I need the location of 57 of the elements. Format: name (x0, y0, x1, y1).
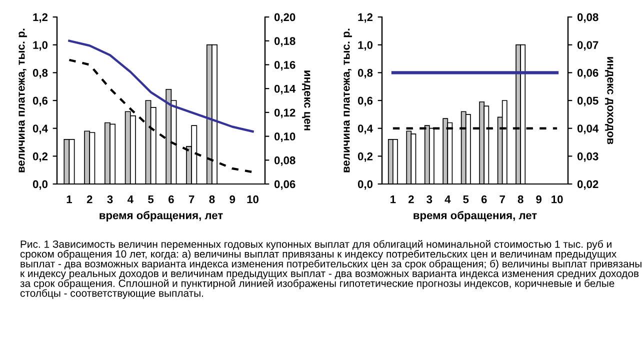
y2-tick-label: 0,08 (577, 13, 598, 23)
y2-tick-label: 0,03 (577, 152, 598, 162)
y2-axis-title: индекс доходов (605, 57, 614, 144)
y2-axis-title: индекс цен (302, 70, 310, 130)
y-tick-label: 1,0 (358, 41, 373, 51)
y-tick-label: 0,2 (358, 152, 373, 162)
x-tick-label: 10 (247, 195, 258, 204)
y2-tick-label: 0,02 (577, 180, 598, 190)
x-tick-label: 10 (552, 195, 563, 204)
y2-tick-label: 0,08 (274, 156, 296, 166)
y2-tick-label: 0,06 (274, 180, 296, 190)
x-tick-label: 9 (230, 195, 236, 204)
x-tick-label: 8 (209, 195, 215, 204)
x-axis-title: время обращения, лет (100, 211, 223, 222)
y-axis-title: величина платежа, тыс. р. (344, 28, 352, 172)
x-tick-label: 7 (188, 196, 194, 204)
y-tick-label: 0,8 (358, 68, 373, 78)
y-tick-label: 0,0 (32, 180, 48, 190)
x-tick-label: 2 (408, 195, 414, 204)
y-tick-label: 0,6 (358, 96, 373, 106)
y-tick-label: 0,4 (32, 124, 48, 134)
text: Рис. 1 Зависимость величин переменных годовых купонных выплат для облигаций номинальной стоимостью 1 тыс. руб и сроком обращения 10 лет, когда: а) величины выплат привязаны к индексу потребительских цен и величинам предыдущих выплат - два возможных варианта индекса изменения потребительских цен за срок обращения; б) величины выплат привязаны к индексу реальных доходов и величинам предыдущих выплат - два возможных варианта индекса изменения средних доходов за срок обращения. Сплошной и пунктирной линией изображены гипотетические прогнозы индексов, коричневые и белые столбцы - соответствующие выплаты. (20, 240, 642, 299)
y2-tick-label: 0,20 (274, 13, 296, 23)
x-tick-label: 3 (426, 195, 432, 204)
y2-tick-label: 0,07 (577, 41, 598, 51)
y2-tick-label: 0,18 (274, 37, 296, 47)
y-tick-label: 0,4 (358, 124, 373, 134)
y-tick-label: 0,2 (32, 152, 48, 162)
x-tick-label: 3 (107, 195, 113, 204)
x-tick-label: 1 (390, 196, 396, 204)
y-axis-title: величина платежа, тыс. р. (18, 28, 27, 172)
y2-tick-label: 0,12 (274, 108, 296, 118)
y-tick-label: 0,0 (358, 180, 373, 190)
x-tick-label: 9 (536, 195, 542, 204)
y-tick-label: 1,2 (358, 13, 373, 23)
x-tick-label: 2 (86, 195, 92, 204)
y-tick-label: 1,0 (33, 41, 48, 51)
x-tick-label: 4 (127, 196, 134, 204)
y2-tick-label: 0,14 (274, 84, 296, 94)
y2-tick-label: 0,06 (577, 68, 598, 78)
x-tick-label: 6 (481, 195, 487, 204)
x-tick-label: 7 (500, 196, 505, 204)
x-tick-label: 8 (518, 195, 524, 204)
y2-tick-label: 0,16 (274, 60, 296, 70)
line-series (68, 40, 254, 133)
x-tick-label: 5 (463, 196, 469, 204)
y-tick-label: 1,2 (33, 13, 48, 23)
x-tick-label: 5 (148, 196, 154, 204)
x-tick-label: 1 (66, 196, 72, 204)
x-tick-label: 6 (168, 195, 174, 204)
y-tick-label: 0,6 (32, 96, 48, 106)
x-axis-title: время обращения, лет (414, 211, 537, 222)
y2-tick-label: 0,10 (274, 132, 296, 142)
y-tick-label: 0,8 (32, 68, 48, 78)
y2-tick-label: 0,05 (577, 96, 598, 106)
y2-tick-label: 0,04 (577, 124, 599, 134)
x-tick-label: 4 (444, 196, 451, 204)
